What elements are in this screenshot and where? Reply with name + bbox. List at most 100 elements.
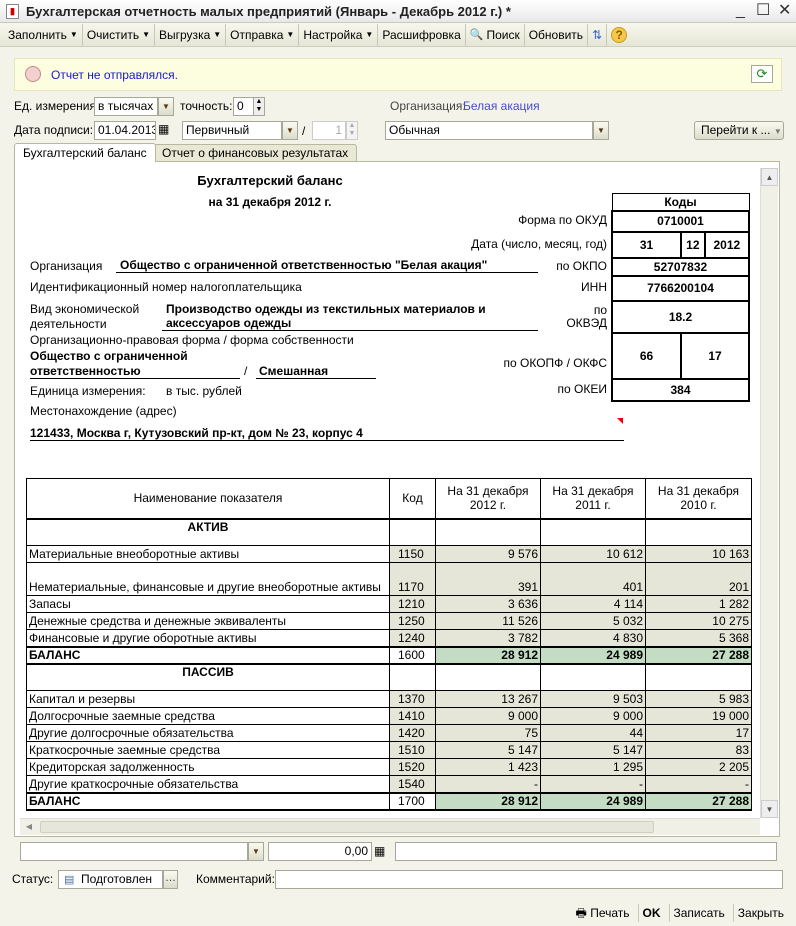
scroll-left-button[interactable]: ◀ <box>25 822 33 831</box>
toolbar-1-button[interactable]: Очистить ▼ <box>83 23 156 46</box>
value-cell[interactable]: 4 830 <box>540 629 646 647</box>
mode-dropdown-button[interactable]: ▼ <box>593 121 609 140</box>
ok-button[interactable]: OK <box>637 904 665 922</box>
value-cell[interactable]: 17 <box>645 724 752 742</box>
toolbar-3-button[interactable]: Отправка ▼ <box>226 23 300 46</box>
okved-value[interactable]: 18.2 <box>611 299 750 334</box>
date-month[interactable]: 12 <box>680 230 706 259</box>
value-cell[interactable]: 3 782 <box>435 629 541 647</box>
value-cell[interactable]: 13 267 <box>435 690 541 708</box>
ownership-form[interactable]: Смешанная <box>256 364 376 379</box>
legal-form-line-2[interactable]: ответственностью <box>30 364 240 379</box>
value-cell[interactable]: 9 000 <box>435 707 541 725</box>
horizontal-scroll-thumb[interactable] <box>40 821 654 833</box>
maximize-button[interactable]: ☐ <box>756 2 771 19</box>
okpo-value[interactable]: 52707832 <box>611 256 750 277</box>
value-cell[interactable]: 27 288 <box>645 791 752 811</box>
print-button[interactable]: 🖶 Печать <box>572 904 634 922</box>
activity-line-1[interactable]: Производство одежды из текстильных матер… <box>166 302 486 316</box>
tab-financial-results[interactable]: Отчет о финансовых результатах <box>153 144 358 161</box>
correction-spinner[interactable]: ▲ ▼ <box>346 121 358 140</box>
save-button[interactable]: Записать <box>668 904 729 922</box>
value-cell[interactable]: 5 983 <box>645 690 752 708</box>
status-field[interactable]: Подготовлен <box>58 870 163 889</box>
value-cell[interactable]: - <box>435 775 541 793</box>
value-cell[interactable]: 1 423 <box>435 758 541 776</box>
comment-input[interactable] <box>275 870 783 889</box>
value-cell[interactable]: 19 000 <box>645 707 752 725</box>
value-cell[interactable]: 28 912 <box>435 791 541 811</box>
value-cell[interactable]: - <box>540 775 646 793</box>
value-cell[interactable]: 2 205 <box>645 758 752 776</box>
mode-select[interactable]: Обычная <box>385 121 593 140</box>
close-form-button[interactable]: Закрыть <box>732 904 788 922</box>
precision-spinner[interactable]: ▲ ▼ <box>253 97 265 116</box>
value-cell[interactable]: 5 032 <box>540 612 646 630</box>
status-select-button[interactable]: … <box>163 870 178 889</box>
value-cell[interactable]: 3 636 <box>435 595 541 613</box>
date-day[interactable]: 31 <box>611 230 682 259</box>
value-cell[interactable]: 11 526 <box>435 612 541 630</box>
sort-arrows-icon[interactable]: ⇅ <box>588 23 608 46</box>
inn-value[interactable]: 7766200104 <box>611 274 750 302</box>
value-cell[interactable]: 10 275 <box>645 612 752 630</box>
calculator-icon[interactable]: ▦ <box>374 844 386 858</box>
value-cell[interactable]: 9 503 <box>540 690 646 708</box>
sign-date-input[interactable]: 01.04.2013 <box>94 121 156 140</box>
horizontal-scrollbar[interactable]: ◀ <box>20 818 760 835</box>
cell-selector[interactable] <box>20 842 248 861</box>
toolbar-4-button[interactable]: Настройка ▼ <box>299 23 379 46</box>
okfs-value[interactable]: 17 <box>680 331 750 380</box>
value-cell[interactable]: 9 000 <box>540 707 646 725</box>
value-cell[interactable]: 391 <box>435 562 541 596</box>
correction-number-input[interactable]: 1 <box>312 121 346 140</box>
okopf-value[interactable]: 66 <box>611 331 682 380</box>
toolbar-7-button[interactable]: Обновить <box>525 23 589 46</box>
date-year[interactable]: 2012 <box>703 230 751 259</box>
vertical-scrollbar[interactable]: ▲ ▼ <box>760 168 778 818</box>
report-kind-select[interactable]: Первичный <box>182 121 282 140</box>
cell-selector-dropdown[interactable]: ▼ <box>248 842 264 861</box>
value-cell[interactable]: 5 147 <box>435 741 541 759</box>
goto-button[interactable]: Перейти к ... ▼ <box>694 121 784 140</box>
tab-balance[interactable]: Бухгалтерский баланс <box>14 143 156 162</box>
close-button[interactable]: ✕ <box>778 2 792 19</box>
address-value[interactable]: 121433, Москва г, Кутузовский пр-кт, дом… <box>30 426 624 441</box>
value-cell[interactable]: 83 <box>645 741 752 759</box>
toolbar-0-button[interactable]: Заполнить ▼ <box>4 23 83 46</box>
value-cell[interactable]: 28 912 <box>435 645 541 665</box>
value-cell[interactable]: 5 368 <box>645 629 752 647</box>
value-cell[interactable]: 44 <box>540 724 646 742</box>
unit-dropdown-button[interactable]: ▼ <box>158 97 174 116</box>
toolbar-6-button[interactable]: 🔍 Поиск <box>466 23 525 46</box>
report-kind-dropdown-button[interactable]: ▼ <box>282 121 298 140</box>
legal-form-line-1[interactable]: Общество с ограниченной <box>30 349 188 363</box>
value-cell[interactable]: 9 576 <box>435 545 541 563</box>
org-name[interactable]: Общество с ограниченной ответственностью… <box>116 258 538 273</box>
value-cell[interactable]: 24 989 <box>540 791 646 811</box>
scroll-up-button[interactable]: ▲ <box>761 168 778 186</box>
value-cell[interactable]: 10 612 <box>540 545 646 563</box>
value-cell[interactable]: 401 <box>540 562 646 596</box>
formula-field[interactable] <box>395 842 777 861</box>
value-cell[interactable]: 27 288 <box>645 645 752 665</box>
organization-link[interactable]: Белая акация <box>463 99 540 113</box>
toolbar-5-button[interactable]: Расшифровка <box>378 23 466 46</box>
unit-select[interactable]: в тысячах р <box>94 97 158 116</box>
value-cell[interactable]: 1 282 <box>645 595 752 613</box>
value-cell[interactable]: - <box>645 775 752 793</box>
value-cell[interactable]: 1 295 <box>540 758 646 776</box>
help-icon[interactable]: ? <box>607 26 631 43</box>
calendar-icon[interactable]: ▦ <box>158 122 170 136</box>
activity-line-2[interactable]: аксессуаров одежды <box>162 316 538 331</box>
value-cell[interactable]: 75 <box>435 724 541 742</box>
sum-field[interactable]: 0,00 <box>268 842 372 861</box>
value-cell[interactable]: 201 <box>645 562 752 596</box>
refresh-status-button[interactable]: ⟳ <box>751 65 773 83</box>
okud-value[interactable]: 0710001 <box>611 209 750 233</box>
minimize-button[interactable]: _ <box>736 2 745 19</box>
value-cell[interactable]: 24 989 <box>540 645 646 665</box>
precision-input[interactable]: 0 <box>233 97 255 116</box>
value-cell[interactable]: 4 114 <box>540 595 646 613</box>
value-cell[interactable]: 5 147 <box>540 741 646 759</box>
